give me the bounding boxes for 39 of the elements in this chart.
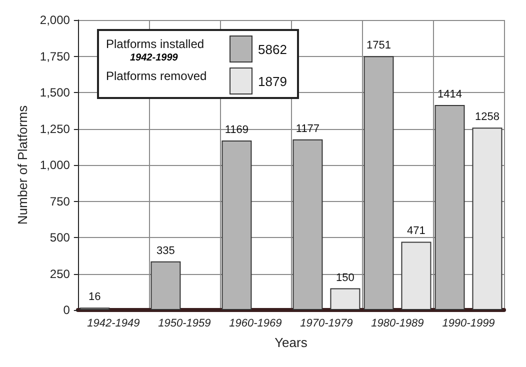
x-tick-label: 1990-1999 xyxy=(442,318,495,330)
bar xyxy=(292,139,323,310)
x-tick-label: 1950-1959 xyxy=(158,318,211,330)
data-label: 1258 xyxy=(475,111,500,124)
bar xyxy=(222,140,252,310)
legend-label: Platforms installed xyxy=(106,37,204,51)
data-label: 1751 xyxy=(366,40,391,52)
data-label: 150 xyxy=(336,272,354,284)
data-label: 1177 xyxy=(296,122,320,135)
data-label: 335 xyxy=(156,244,175,257)
x-tick-label: 1980-1989 xyxy=(371,318,424,330)
bar xyxy=(434,104,465,310)
x-axis-title: Years xyxy=(274,335,308,350)
y-tick-label: 0 xyxy=(63,303,70,317)
bar xyxy=(150,261,181,310)
data-label: 1414 xyxy=(438,88,462,100)
bar xyxy=(401,242,432,310)
bar xyxy=(472,128,502,310)
y-axis-title: Number of Platforms xyxy=(15,104,30,225)
y-tick-label: 2,000 xyxy=(40,13,70,27)
x-tick-label: 1942-1949 xyxy=(87,318,140,330)
x-tick-label: 1970-1979 xyxy=(300,318,353,330)
data-label: 1169 xyxy=(224,124,249,136)
bar xyxy=(364,56,394,310)
y-tick-label: 1,000 xyxy=(40,158,70,172)
annotation: 5862 xyxy=(258,42,287,57)
y-tick-label: 1,250 xyxy=(40,122,70,136)
y-tick-label: 1,500 xyxy=(40,86,70,100)
data-label: 471 xyxy=(407,225,426,238)
annotation: 1942-1999 xyxy=(130,52,178,64)
data-label: 16 xyxy=(88,291,101,304)
bar xyxy=(330,288,360,310)
annotation: 1879 xyxy=(258,74,287,89)
y-tick-label: 750 xyxy=(50,194,70,208)
legend-label: Platforms removed xyxy=(106,69,207,83)
y-tick-label: 500 xyxy=(50,230,70,244)
y-tick-label: 1,750 xyxy=(40,49,70,64)
x-tick-label: 1960-1969 xyxy=(229,318,282,330)
y-tick-label: 250 xyxy=(50,266,70,281)
